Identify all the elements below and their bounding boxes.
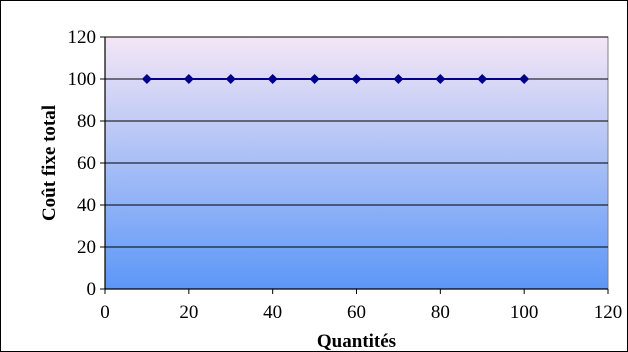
x-tick-label: 80 — [431, 302, 450, 323]
x-tick-label: 0 — [100, 302, 110, 323]
data-point — [519, 74, 530, 84]
data-point — [225, 74, 236, 84]
y-tick-label: 80 — [77, 111, 96, 132]
data-point — [351, 74, 362, 84]
data-point — [435, 74, 446, 84]
x-tick-label: 60 — [347, 302, 366, 323]
y-tick-label: 40 — [77, 195, 96, 216]
x-tick-label: 20 — [179, 302, 198, 323]
y-tick-label: 100 — [68, 69, 97, 90]
y-tick-label: 20 — [77, 237, 96, 258]
data-point — [141, 74, 152, 84]
data-point — [393, 74, 404, 84]
data-point — [267, 74, 278, 84]
data-point — [309, 74, 320, 84]
x-axis-title: Quantités — [317, 331, 396, 351]
x-tick-label: 40 — [263, 302, 282, 323]
y-tick-label: 0 — [87, 279, 97, 300]
data-point — [183, 74, 194, 84]
data-point — [477, 74, 488, 84]
y-tick-label: 120 — [68, 27, 97, 48]
y-axis-title: Coût fixe total — [39, 105, 60, 221]
x-tick-label: 120 — [594, 302, 623, 323]
x-tick-label: 100 — [510, 302, 539, 323]
y-tick-label: 60 — [77, 153, 96, 174]
